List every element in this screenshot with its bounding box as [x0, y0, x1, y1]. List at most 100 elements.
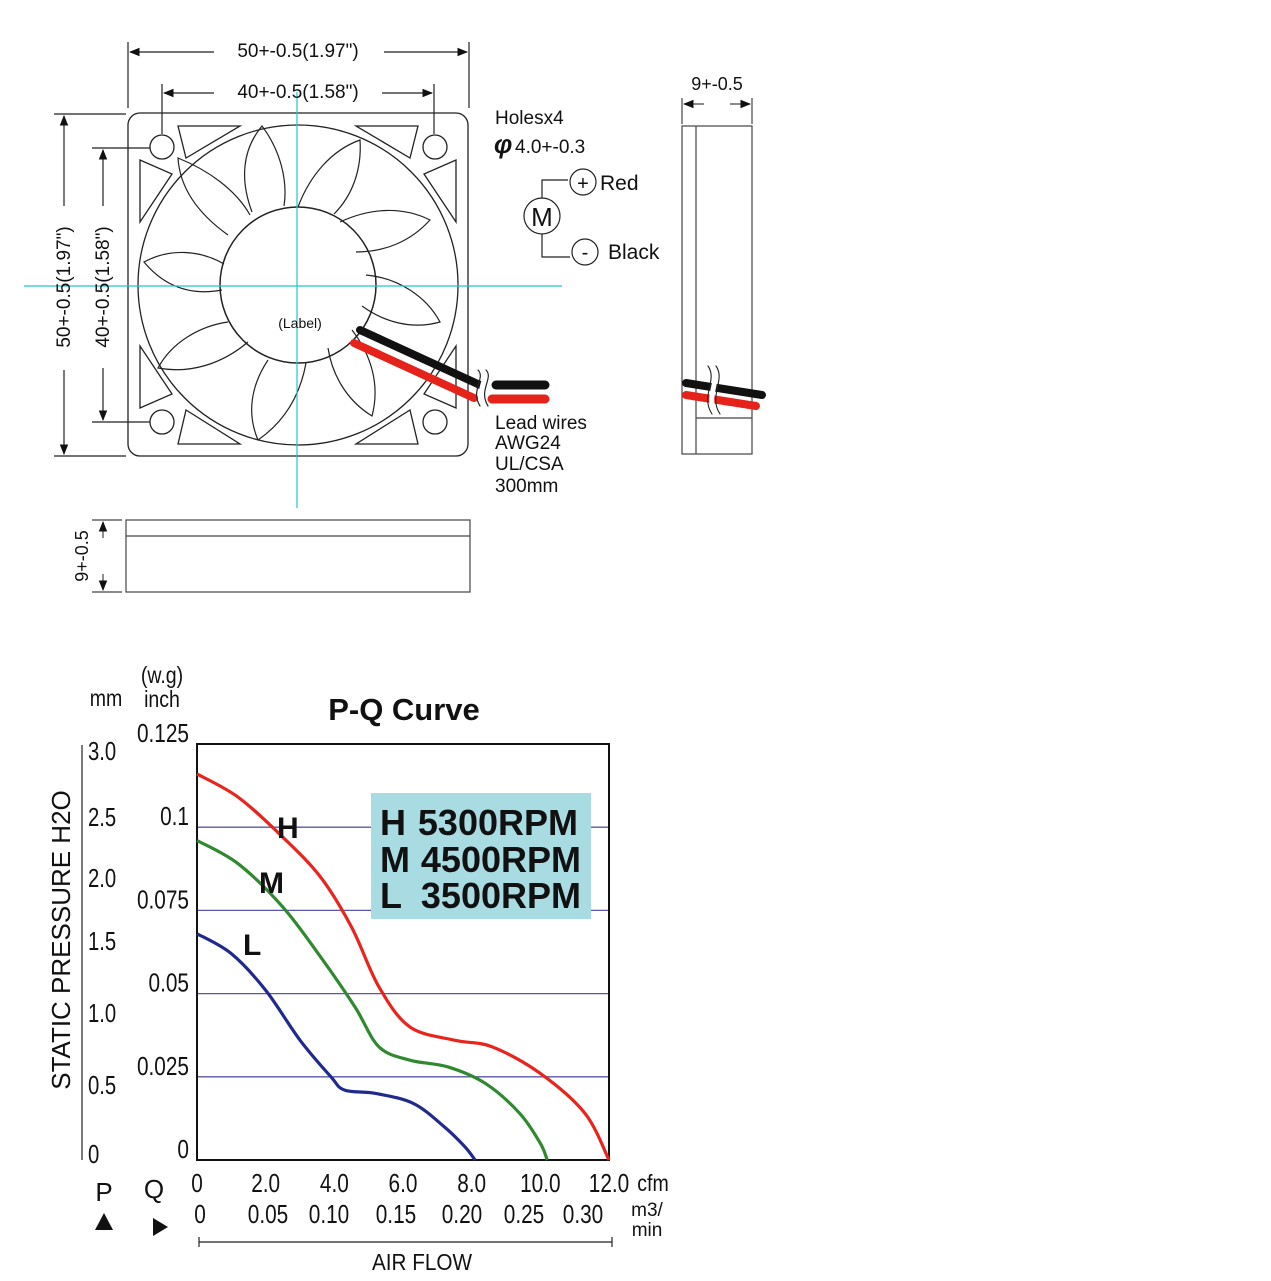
lead-wires-line-2: AWG24: [495, 433, 561, 454]
y-tick-mm-6: 0: [88, 1140, 99, 1169]
mount-hole-tr: [422, 134, 448, 160]
plus-symbol: +: [577, 173, 589, 195]
legend-key-h: H: [380, 802, 406, 843]
corner-rib-tl: [177, 125, 243, 160]
y-units-inch-top: (w.g): [141, 663, 183, 689]
y-tick-inch-3: 0.05: [149, 968, 189, 997]
legend-key-m: M: [380, 839, 410, 880]
x-units-cfm: cfm: [637, 1171, 668, 1197]
side-rib-l1: [139, 159, 173, 225]
x-tick-m3-4: 0.20: [442, 1200, 482, 1229]
y-ticks-mm: 3.0 2.5 2.0 1.5 1.0 0.5 0: [88, 737, 116, 1169]
mount-hole-br: [422, 409, 448, 435]
x-tick-cfm-5: 10.0: [520, 1169, 560, 1198]
y-tick-inch-1: 0.1: [160, 802, 189, 831]
y-tick-mm-5: 0.5: [88, 1071, 116, 1100]
legend-box: [371, 793, 591, 919]
x-tick-m3-3: 0.15: [376, 1200, 416, 1229]
series-line-h: [196, 772, 611, 1161]
side-rib-r1: [423, 159, 457, 225]
mount-hole-bl: [149, 409, 175, 435]
lead-wires-line-1: Lead wires: [495, 413, 587, 434]
x-axis-ruler: [198, 1237, 613, 1247]
p-arrow-icon: [95, 1213, 113, 1230]
x-tick-cfm-4: 8.0: [457, 1169, 486, 1198]
hub-label: (Label): [278, 315, 322, 331]
x-ticks-m3: 0 0.05 0.10 0.15 0.20 0.25 0.30: [194, 1200, 603, 1229]
y-tick-mm-1: 2.5: [88, 803, 116, 832]
fan-bottom-view: [92, 519, 471, 593]
dim-bottom-thickness: 9+-0.5: [72, 530, 92, 582]
corner-rib-bl: [177, 408, 243, 445]
x-tick-m3-6: 0.30: [563, 1200, 603, 1229]
lead-wires-line-3: UL/CSA: [495, 454, 564, 475]
series-layer: [196, 772, 611, 1161]
holes-diameter: 4.0+-0.3: [515, 137, 585, 158]
plus-terminal: [569, 168, 597, 196]
corner-rib-br: [353, 408, 419, 445]
x-tick-cfm-1: 2.0: [251, 1169, 280, 1198]
legend-label-m: 4500RPM: [421, 839, 581, 880]
minus-terminal: [571, 238, 599, 266]
y-tick-mm-2: 2.0: [88, 864, 116, 893]
motor-symbol: M: [531, 202, 553, 232]
x-tick-cfm-0: 0: [191, 1169, 203, 1198]
holes-title: Holesx4: [495, 108, 564, 129]
x-tick-m3-0: 0: [194, 1200, 206, 1229]
motor-schematic: [523, 168, 599, 266]
fan-front-view: [127, 112, 469, 457]
corner-rib-tr: [353, 125, 419, 160]
y-tick-inch-4: 0.025: [137, 1052, 189, 1081]
x-tick-m3-1: 0.05: [248, 1200, 288, 1229]
x-units-m3: m3/: [631, 1200, 663, 1221]
y-units-inch: inch: [144, 687, 180, 713]
wire-black-label: Black: [608, 241, 660, 264]
lead-wires-front: [350, 326, 550, 408]
dim-width-inner: 40+-0.5(1.58"): [237, 82, 358, 103]
y-units-mm: mm: [90, 686, 123, 712]
y-tick-inch-2: 0.075: [137, 885, 189, 914]
curve-label-m: M: [259, 867, 284, 900]
diameter-symbol: φ: [494, 129, 512, 159]
y-axis-title: STATIC PRESSURE H2O: [46, 790, 76, 1090]
lead-wires-side: [682, 363, 766, 417]
wire-red-label: Red: [600, 172, 639, 195]
x-tick-cfm-6: 12.0: [589, 1169, 629, 1198]
series-line-m: [196, 839, 549, 1161]
side-rib-l2: [139, 343, 173, 409]
pq-chart: P-Q Curve mm (w.g) inch STATIC PRESSURE …: [46, 663, 669, 1276]
x-tick-cfm-2: 4.0: [320, 1169, 349, 1198]
y-tick-inch-0: 0.125: [137, 719, 189, 748]
curve-label-h: H: [277, 812, 299, 845]
center-lines: [24, 92, 562, 508]
x-ticks-cfm: 0 2.0 4.0 6.0 8.0 10.0 12.0: [191, 1169, 629, 1198]
minus-symbol: -: [582, 242, 589, 264]
plot-frame: [196, 743, 610, 1161]
curve-label-l: L: [243, 929, 261, 962]
chart-title: P-Q Curve: [328, 692, 480, 727]
fan-blades: [143, 125, 441, 441]
x-tick-m3-2: 0.10: [309, 1200, 349, 1229]
y-tick-mm-0: 3.0: [88, 737, 116, 766]
legend-key-l: L: [380, 875, 402, 916]
fan-blade-circle: [137, 124, 459, 446]
legend-label-l: 3500RPM: [421, 875, 581, 916]
fan-frame: [127, 112, 469, 457]
q-label: Q: [144, 1174, 164, 1204]
x-axis-title: AIR FLOW: [372, 1249, 472, 1275]
y-ticks-inch: 0.125 0.1 0.075 0.05 0.025 0: [137, 719, 189, 1164]
x-units-min: min: [632, 1220, 663, 1241]
dim-width-outer: 50+-0.5(1.97"): [237, 41, 358, 62]
dim-height-outer: 50+-0.5(1.97"): [54, 226, 75, 347]
dim-side-thickness: 9+-0.5: [691, 74, 743, 94]
y-tick-inch-5: 0: [177, 1135, 189, 1164]
x-tick-cfm-3: 6.0: [389, 1169, 418, 1198]
legend-label-h: 5300RPM: [418, 802, 578, 843]
mount-hole-tl: [149, 134, 175, 160]
series-line-l: [196, 932, 477, 1161]
dim-height-inner: 40+-0.5(1.58"): [93, 226, 114, 347]
lead-wires-line-4: 300mm: [495, 476, 558, 497]
dimension-lines-top: [127, 42, 470, 134]
p-label: P: [95, 1177, 112, 1207]
